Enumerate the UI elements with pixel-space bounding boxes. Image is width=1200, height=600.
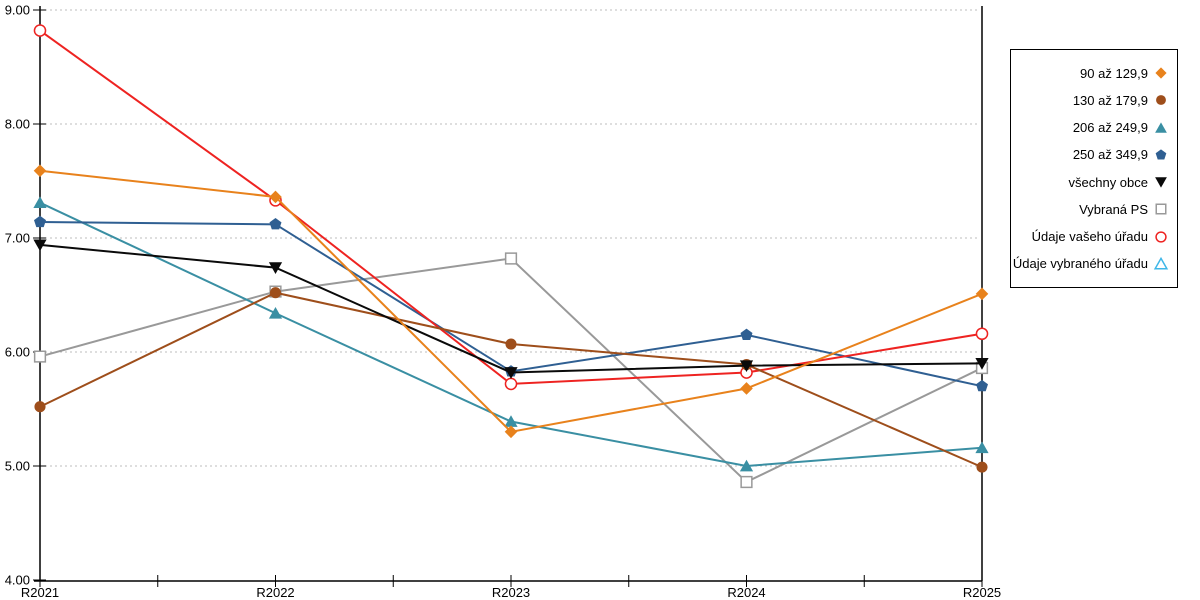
legend-label: Vybraná PS <box>1079 201 1148 217</box>
legend-label: 250 až 349,9 <box>1072 147 1148 163</box>
legend-item-206-az-249-9: 206 až 249,9 <box>1015 120 1169 136</box>
legend-item-udaje-vaseho-uradu: Údaje vašeho úřadu <box>1015 229 1169 245</box>
black-triangle-down-icon <box>1155 177 1167 188</box>
svg-text:9.00: 9.00 <box>5 3 30 18</box>
legend-label: Údaje vybraného úřadu <box>1012 256 1148 272</box>
legend-label: 130 až 179,9 <box>1072 92 1148 108</box>
svg-text:R2024: R2024 <box>727 585 765 600</box>
brown-circle-icon <box>1156 95 1166 106</box>
svg-text:R2021: R2021 <box>21 585 59 600</box>
legend-item-vsechny-obce: všechny obce <box>1015 174 1169 190</box>
teal-triangle-up-icon <box>1155 122 1167 133</box>
open-triangle-up-icon <box>1153 256 1169 270</box>
legend-item-90-az-129-9: 90 až 129,9 <box>1015 65 1169 81</box>
legend-item-130-az-179-9: 130 až 179,9 <box>1015 92 1169 108</box>
legend-label: všechny obce <box>1068 174 1149 190</box>
legend-label: 206 až 249,9 <box>1072 120 1148 136</box>
legend-item-udaje-vybraneho-uradu: Údaje vybraného úřadu <box>1012 256 1169 272</box>
orange-diamond-icon <box>1155 67 1167 79</box>
svg-text:8.00: 8.00 <box>5 117 30 132</box>
svg-text:R2025: R2025 <box>963 585 1001 600</box>
legend-label: Údaje vašeho úřadu <box>1031 229 1148 245</box>
legend-label: 90 až 129,9 <box>1080 65 1148 81</box>
legend-item-250-az-349-9: 250 až 349,9 <box>1015 147 1169 163</box>
svg-text:6.00: 6.00 <box>5 345 30 360</box>
svg-text:R2023: R2023 <box>492 585 530 600</box>
blue-pentagon-icon <box>1155 149 1167 160</box>
legend: 90 až 129,9 130 až 179,9 206 až 249,9 25… <box>1010 49 1178 288</box>
open-circle-icon <box>1155 230 1167 243</box>
svg-text:4.00: 4.00 <box>5 573 30 588</box>
svg-text:R2022: R2022 <box>256 585 294 600</box>
svg-text:7.00: 7.00 <box>5 231 30 246</box>
svg-text:5.00: 5.00 <box>5 459 30 474</box>
legend-item-vybrana-ps: Vybraná PS <box>1015 201 1169 217</box>
open-square-icon <box>1155 203 1167 215</box>
